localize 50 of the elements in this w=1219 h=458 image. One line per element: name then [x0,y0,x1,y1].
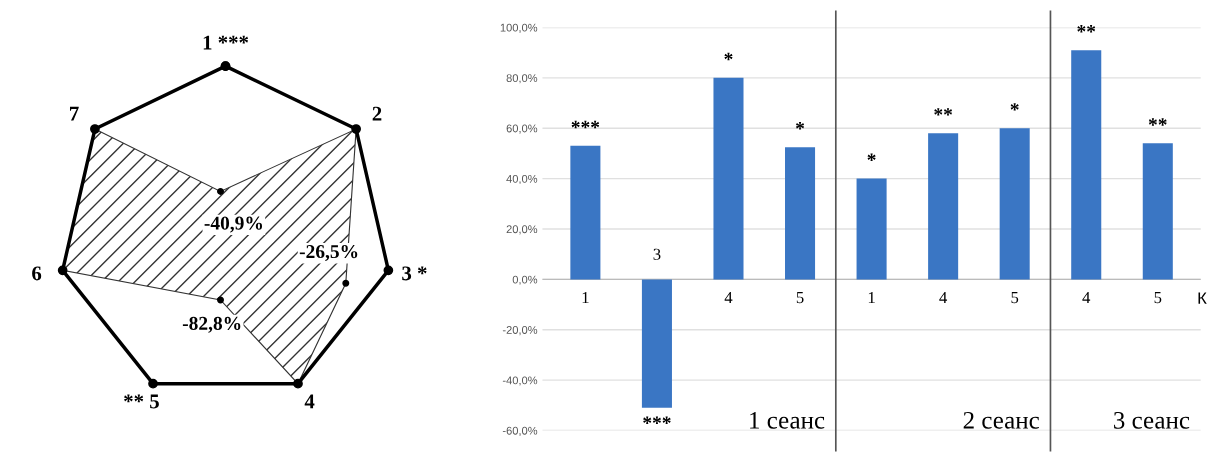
data-label: ** [1148,118,1167,126]
data-label: * [724,52,733,61]
bar [641,279,672,408]
bar [713,77,744,280]
x-tick-label: 5 [1154,292,1162,304]
category-label: 4 [304,394,315,409]
y-tick-label: 60,0% [506,124,538,134]
y-tick-label: 80,0% [506,74,538,84]
y-tick-label: 40,0% [506,174,538,185]
x-tick-label: 1 [868,292,875,304]
text: -40,9% [204,216,263,233]
x-tick-label: 4 [939,292,948,304]
y-tick-label: -20,0% [502,326,538,336]
text: -26,5% [299,244,358,261]
category-label: 2 [372,106,382,121]
bar [928,133,959,280]
y-tick-label: -60,0% [502,426,538,436]
bar [570,145,601,280]
y-tick-label: -40,0% [502,376,538,386]
x-tick-label: 4 [1082,292,1091,304]
data-label: * [1010,103,1019,111]
x-tick-label: 5 [1011,292,1019,304]
bar [1142,143,1173,280]
category-label: 6 [32,266,42,281]
x-axis-title: К [1198,292,1207,304]
y-tick-label: 20,0% [506,225,538,235]
bar [1071,50,1102,280]
data-label: ** [1077,25,1096,33]
data-label: ** [934,108,953,116]
x-tick-label: 3 [653,248,661,260]
data-label: *** [643,416,671,424]
data-label: *** [571,120,600,129]
data-label: * [795,122,805,130]
bar [999,128,1030,280]
text: -82,8% [182,316,241,333]
annotation: 3 сеанс [1114,411,1190,429]
category-label: 3 * [402,266,427,281]
data-label: * [867,153,876,161]
annotation: 2 сеанс [963,411,1039,429]
category-label: ** 5 [124,394,159,409]
x-tick-label: 1 [582,292,589,304]
y-tick-label: 100,0% [500,23,538,33]
category-label: 7 [70,106,79,121]
x-tick-label: 5 [796,292,804,304]
y-tick-label: 0,0% [512,275,538,285]
bar [856,178,887,280]
bar [785,147,816,280]
annotation: 1 сеанс [750,411,825,429]
x-tick-label: 4 [724,292,733,304]
category-label: 1 *** [203,35,249,50]
